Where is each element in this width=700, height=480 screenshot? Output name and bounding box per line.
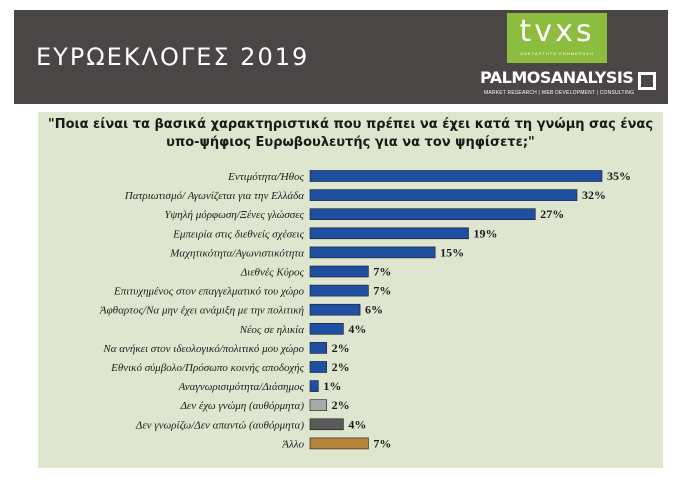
data-label: 1% xyxy=(323,379,341,393)
bar xyxy=(309,399,327,412)
data-label: 4% xyxy=(348,322,366,336)
chart-title: "Ποια είναι τα βασικά χαρακτηριστικά που… xyxy=(47,117,654,150)
data-label: 6% xyxy=(365,303,383,317)
data-label: 27% xyxy=(540,207,564,221)
category-label: Άφθαρτος/Να μην έχει ανάμιξη με την πολι… xyxy=(99,305,304,317)
bar xyxy=(309,303,361,316)
category-label: Άλλο xyxy=(281,438,304,450)
data-label: 7% xyxy=(373,436,391,450)
bar xyxy=(309,284,369,297)
data-label: 2% xyxy=(332,360,350,374)
data-label: 4% xyxy=(348,417,366,431)
category-label: Πατριωτισμό/ Αγωνίζεται για την Ελλάδα xyxy=(124,190,304,202)
bar xyxy=(309,322,344,335)
data-label: 15% xyxy=(440,245,464,259)
category-label: Υψηλή μόρφωση/Ξένες γλώσσες xyxy=(164,209,304,221)
data-label: 32% xyxy=(582,188,606,202)
palmos-logo-square-icon xyxy=(638,72,656,90)
category-label: Νέος σε ηλικία xyxy=(239,324,305,336)
tvxs-logo-tagline: ΑΝΕΞΑΡΤΗΤΟ ΕΝΗΜΕΡΩΣΗ xyxy=(520,51,594,56)
bar xyxy=(309,246,436,259)
tvxs-logo: tvxs ΑΝΕΞΑΡΤΗΤΟ ΕΝΗΜΕΡΩΣΗ xyxy=(507,13,607,63)
bar xyxy=(309,265,369,278)
bar xyxy=(309,361,327,373)
data-label: 19% xyxy=(474,226,498,240)
category-label: Να ανήκει στον ιδεολογικό/πολιτικό μου χ… xyxy=(102,343,304,355)
bar xyxy=(309,189,578,201)
palmos-analysis-logo: PALMOSANALYSIS MARKET RESEARCH | WEB DEV… xyxy=(480,68,664,102)
bar xyxy=(309,418,344,431)
category-label: Δεν έχω γνώμη (αυθόρμητα) xyxy=(179,400,304,412)
data-label: 35% xyxy=(607,169,631,183)
palmos-logo-text: PALMOSANALYSIS xyxy=(480,68,634,87)
category-label: Διεθνές Κύρος xyxy=(240,267,305,279)
category-label: Εντιμότητα/Ήθος xyxy=(227,171,304,183)
category-label: Επιτυχημένος στον επαγγελματικό του χώρο xyxy=(113,286,305,298)
bar xyxy=(309,437,369,450)
category-label: Δεν γνωρίζω/Δεν απαντώ (αυθόρμητα) xyxy=(135,419,304,431)
bar xyxy=(309,342,327,354)
category-label: Μαχητικότητα/Αγωνιστικότητα xyxy=(169,247,304,259)
bar xyxy=(309,208,536,220)
page-title: ΕΥΡΩΕΚΛΟΓΕΣ 2019 xyxy=(36,43,310,71)
data-label: 2% xyxy=(332,398,350,412)
palmos-logo-tagline: MARKET RESEARCH | WEB DEVELOPMENT | CONS… xyxy=(484,90,635,96)
bar xyxy=(309,170,603,182)
category-label: Αναγνωρισιμότητα/Διάσημος xyxy=(178,381,305,393)
bar xyxy=(309,227,469,240)
bar xyxy=(309,380,319,392)
category-label: Εθνικό σύμβολο/Πρόσωπο κοινής αποδοχής xyxy=(110,362,304,374)
data-label: 2% xyxy=(332,341,350,355)
data-label: 7% xyxy=(373,265,391,279)
header-banner: ΕΥΡΩΕΚΛΟΓΕΣ 2019 tvxs ΑΝΕΞΑΡΤΗΤΟ ΕΝΗΜΕΡΩ… xyxy=(14,10,668,104)
tvxs-logo-text: tvxs xyxy=(519,14,595,49)
data-label: 7% xyxy=(373,284,391,298)
category-label: Εμπειρία στις διεθνείς σχέσεις xyxy=(172,228,304,240)
